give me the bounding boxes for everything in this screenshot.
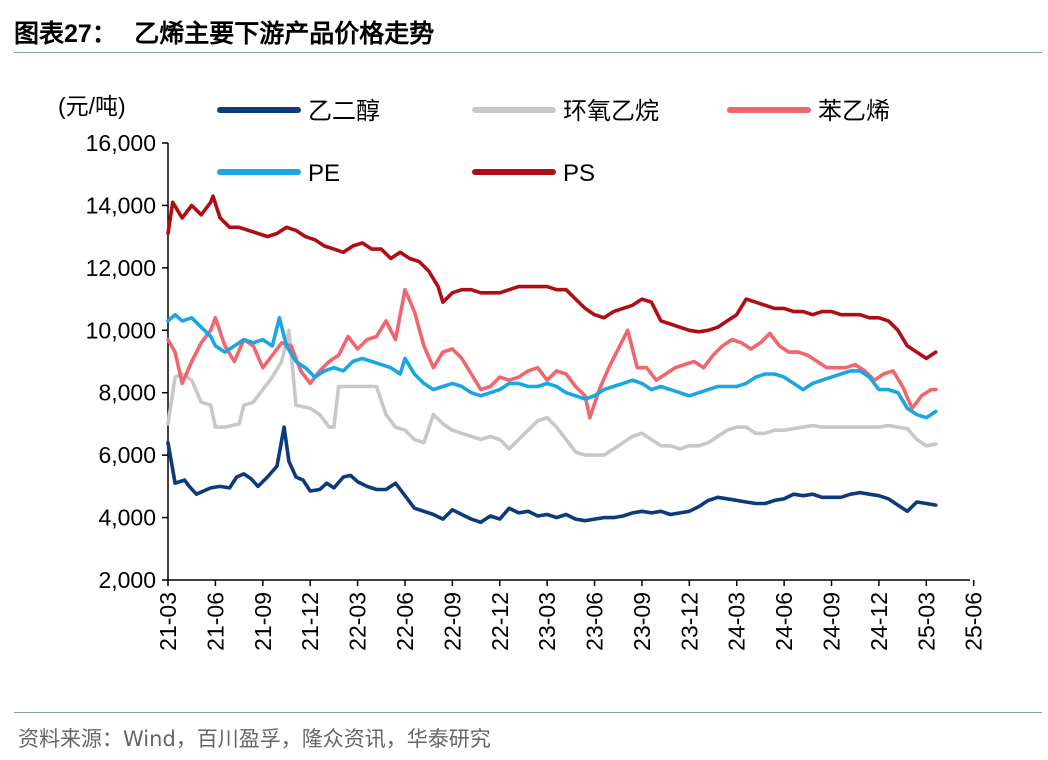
- y-tick-label: 14,000: [86, 192, 156, 218]
- x-tick-label: 21-12: [297, 592, 323, 651]
- chart-legend: 乙二醇 环氧乙烷 苯乙烯 PE PS: [217, 98, 890, 187]
- legend-label: 环氧乙烷: [563, 98, 659, 125]
- series-line-3: [166, 312, 938, 420]
- title-prefix: 图表: [14, 19, 65, 48]
- line-chart: 乙二醇 环氧乙烷 苯乙烯 PE PS 2,000 4,000 6,000 8,000 10,00…: [58, 93, 987, 651]
- title-text: 乙烯主要下游产品价格走势: [134, 19, 435, 48]
- x-tick-label: 23-03: [534, 592, 560, 651]
- x-tick-label: 24-09: [819, 592, 845, 651]
- y-tick-label: 10,000: [86, 317, 156, 343]
- x-tick-label: 23-09: [629, 592, 655, 651]
- figure-title: 图表27： 乙烯主要下游产品价格走势: [14, 14, 434, 50]
- title-separator: ：: [91, 19, 117, 48]
- x-tick-label: 21-06: [202, 592, 228, 651]
- x-tick-label: 22-12: [487, 592, 513, 651]
- x-tick-label: 24-03: [724, 592, 750, 651]
- series-lines: [166, 194, 938, 525]
- x-tick-label: 22-06: [392, 592, 418, 651]
- y-tick-label: 2,000: [98, 567, 156, 593]
- x-tick-label: 24-12: [866, 592, 892, 651]
- series-line-1: [166, 328, 938, 457]
- y-tick-label: 4,000: [98, 505, 156, 531]
- legend-label: PS: [563, 160, 595, 187]
- y-tick-label: 8,000: [98, 380, 156, 406]
- series-line-4: [166, 194, 938, 361]
- source-rule: [14, 712, 1042, 713]
- x-tick-label: 23-06: [582, 592, 608, 651]
- y-tick-label: 6,000: [98, 442, 156, 468]
- y-axis: 2,000 4,000 6,000 8,000 10,000 12,000 14,000 16…: [86, 130, 169, 593]
- source-note: 资料来源：Wind，百川盈孚，隆众资讯，华泰研究: [18, 727, 491, 751]
- x-axis: 21-03 21-06 21-09 21-12 22-03 22-06 22-09 22-12…: [155, 579, 987, 651]
- x-tick-label: 24-06: [771, 592, 797, 651]
- legend-label: 乙二醇: [308, 98, 380, 125]
- y-unit-label: (元/吨): [58, 93, 126, 119]
- title-number: 27: [64, 20, 92, 48]
- y-tick-label: 12,000: [86, 255, 156, 281]
- x-tick-label: 21-09: [250, 592, 276, 651]
- x-tick-label: 21-03: [155, 592, 181, 651]
- y-tick-label: 16,000: [86, 130, 156, 156]
- x-tick-label: 25-03: [913, 592, 939, 651]
- title-rule: [14, 52, 1042, 53]
- series-line-2: [166, 287, 938, 420]
- x-tick-label: 25-06: [961, 592, 987, 651]
- legend-label: 苯乙烯: [818, 98, 890, 125]
- x-tick-label: 22-03: [345, 592, 371, 651]
- series-line-0: [166, 425, 938, 525]
- legend-label: PE: [308, 160, 340, 187]
- x-tick-label: 22-09: [439, 592, 465, 651]
- x-tick-label: 23-12: [676, 592, 702, 651]
